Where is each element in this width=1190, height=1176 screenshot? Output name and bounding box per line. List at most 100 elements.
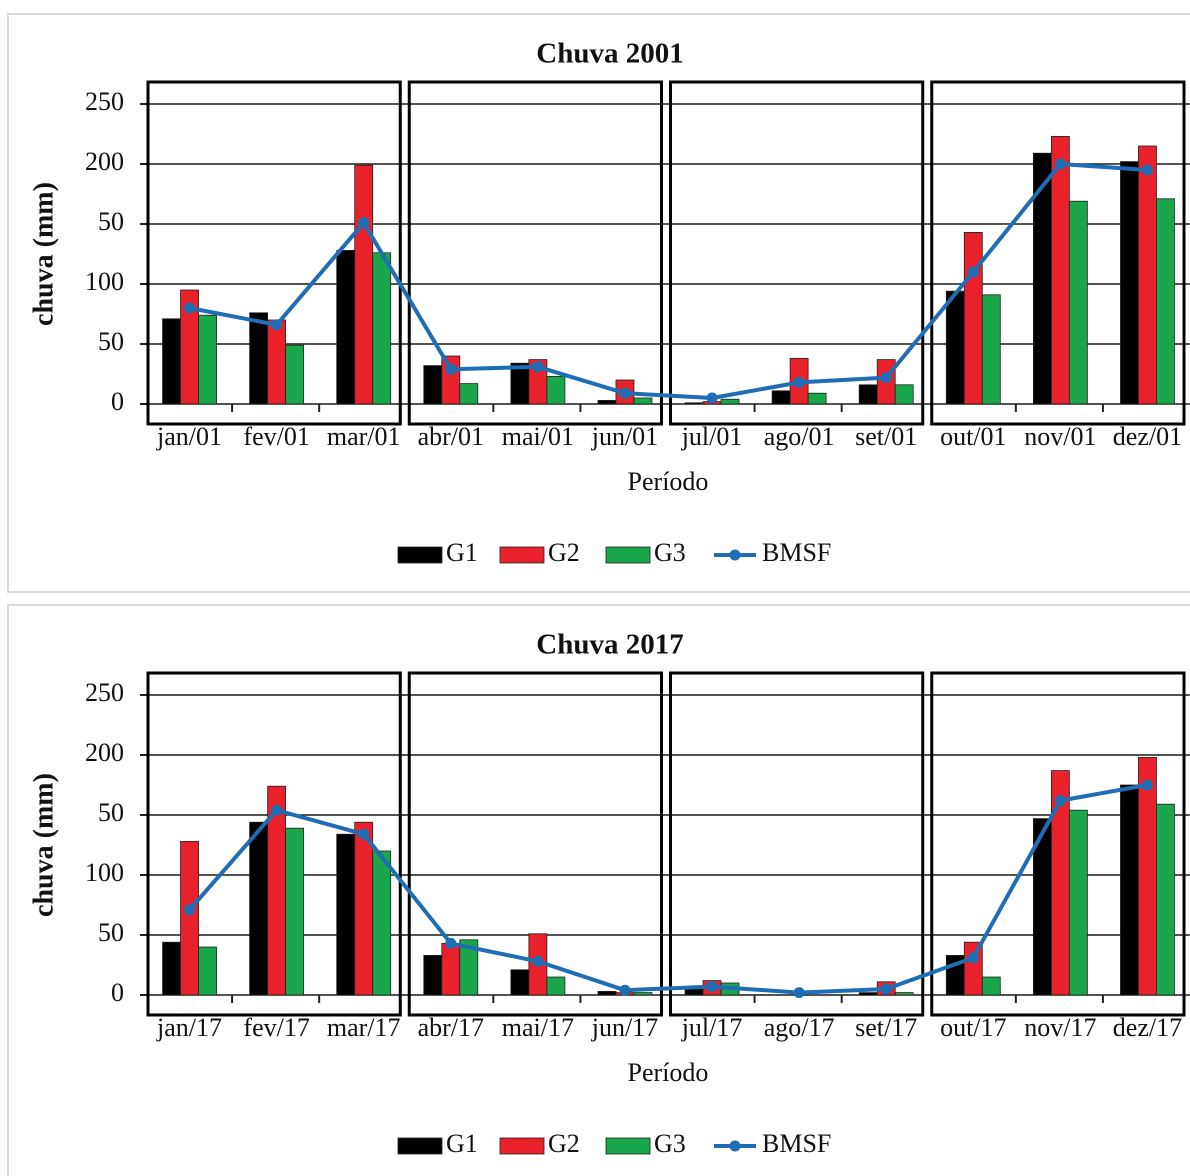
quarter-box [930, 671, 1186, 1017]
bar [597, 399, 617, 405]
line-marker [271, 319, 283, 331]
bar [510, 969, 530, 996]
bar [162, 318, 181, 405]
bar [981, 294, 1001, 405]
bar [1120, 161, 1139, 405]
bar [684, 402, 704, 405]
line-series [188, 783, 1148, 995]
bar [1138, 756, 1157, 996]
bar [459, 939, 479, 996]
x-axis-label: Período [628, 1058, 709, 1087]
bar [423, 954, 443, 996]
bar [1050, 135, 1070, 405]
x-tick-label: set/01 [855, 422, 917, 451]
bar [372, 252, 392, 405]
line-marker [706, 981, 718, 993]
x-tick-label: nov/01 [1024, 422, 1096, 451]
line-marker [793, 376, 805, 388]
line-marker [271, 804, 283, 816]
bar [894, 384, 914, 405]
line-marker [793, 987, 805, 999]
bar [441, 355, 461, 405]
bar [354, 164, 374, 405]
legend-label: G3 [654, 538, 686, 567]
legend-swatch [499, 1137, 545, 1155]
chart-panel: Chuva 2001 chuva (mm) Período 0 50 100 50 200 25… [28, 38, 1190, 567]
y-tick-label: 250 [85, 678, 124, 707]
line-marker [358, 217, 370, 229]
chart-title: Chuva 2017 [536, 629, 683, 661]
x-tick-label: jun/01 [591, 422, 658, 451]
legend-marker [729, 1140, 741, 1152]
bar [180, 840, 199, 996]
bar [198, 314, 217, 405]
line-marker [1141, 164, 1153, 176]
line-marker [1054, 158, 1066, 170]
x-tick-label: jul/17 [681, 1013, 743, 1042]
quarter-box [669, 671, 925, 1017]
y-tick-label: 100 [85, 267, 124, 296]
legend-label: G1 [446, 1129, 478, 1158]
line-marker [619, 984, 631, 996]
bar [285, 344, 305, 405]
bar [858, 384, 878, 405]
quarter-box [407, 80, 663, 426]
quarter-box [146, 80, 402, 426]
line-marker [706, 392, 718, 404]
line-marker [880, 372, 892, 384]
quarter-box [930, 80, 1186, 426]
line-marker [532, 361, 544, 373]
bar [162, 941, 181, 996]
legend-swatch [605, 1137, 651, 1155]
quarter-box [407, 671, 663, 1017]
bar [267, 319, 287, 405]
x-tick-label: abr/17 [418, 1013, 484, 1042]
y-tick-label: 50 [98, 918, 124, 947]
x-tick-label: nov/17 [1024, 1013, 1096, 1042]
line-marker [619, 387, 631, 399]
legend-label: G1 [446, 538, 478, 567]
y-tick-label: 50 [98, 207, 124, 236]
bar [858, 992, 878, 996]
legend-label: BMSF [762, 1129, 831, 1158]
x-tick-label: out/17 [940, 1013, 1006, 1042]
bar [1120, 784, 1139, 996]
y-tick-label: 50 [98, 327, 124, 356]
bar [633, 397, 653, 405]
bar [372, 850, 392, 996]
legend-label: BMSF [762, 538, 831, 567]
line-marker [880, 983, 892, 995]
bar [1156, 803, 1175, 996]
legend-swatch [605, 546, 651, 564]
legend-marker [729, 549, 741, 561]
legend-label: G3 [654, 1129, 686, 1158]
y-tick-label: 0 [111, 978, 124, 1007]
line-marker [1054, 795, 1066, 807]
x-tick-label: set/17 [855, 1013, 917, 1042]
x-tick-label: out/01 [940, 422, 1006, 451]
bar [285, 827, 305, 996]
y-tick-label: 50 [98, 798, 124, 827]
x-tick-label: abr/01 [418, 422, 484, 451]
bar [597, 990, 617, 996]
x-tick-label: jul/01 [681, 422, 743, 451]
bar [633, 992, 653, 996]
line-marker [1141, 779, 1153, 791]
bar [249, 312, 269, 405]
bar [441, 942, 461, 996]
line-marker [967, 266, 979, 278]
y-tick-label: 0 [111, 387, 124, 416]
x-tick-label: dez/17 [1113, 1013, 1182, 1042]
line-series [189, 162, 1148, 400]
bar [423, 365, 443, 405]
bar [945, 290, 965, 405]
x-tick-label: ago/17 [764, 1013, 835, 1042]
bar [1156, 198, 1175, 405]
legend-swatch [397, 546, 443, 564]
x-tick-label: jan/17 [156, 1013, 222, 1042]
chart-title: Chuva 2001 [536, 38, 683, 70]
quarter-box [146, 671, 402, 1017]
bar [336, 249, 356, 405]
bar [336, 833, 356, 996]
x-axis-label: Período [628, 467, 709, 496]
